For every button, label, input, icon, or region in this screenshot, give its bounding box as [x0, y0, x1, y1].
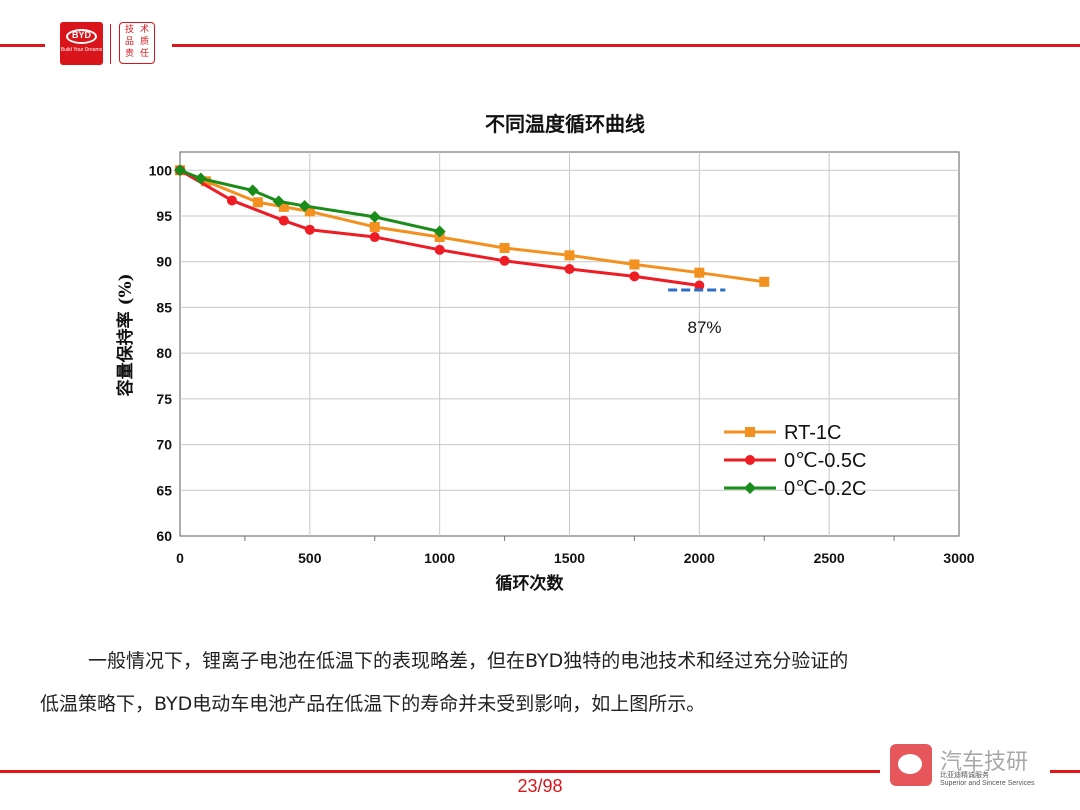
data-point-0: [278, 201, 289, 212]
y-tick-label: 70: [156, 437, 172, 453]
data-point-0: [564, 250, 575, 261]
legend-marker: [745, 427, 755, 437]
x-tick-label: 0: [176, 550, 184, 566]
data-point-1: [629, 271, 640, 282]
byd-logo: BYD Build Your Dreams: [60, 22, 103, 65]
seal-char: 品: [124, 37, 134, 47]
header-rule-left: [0, 44, 45, 47]
x-tick-label: 1500: [554, 550, 585, 566]
series-line-1: [179, 168, 700, 287]
data-point-0: [369, 221, 380, 232]
y-tick-label: 60: [156, 528, 172, 544]
x-tick-label: 3000: [943, 550, 974, 566]
data-point-0: [200, 176, 211, 187]
data-point-1: [564, 264, 575, 275]
body-paragraph-line-1: 一般情况下，锂离子电池在低温下的表现略差，但在BYD独特的电池技术和经过充分验证…: [88, 650, 849, 672]
data-point-2: [298, 199, 311, 212]
logo-text: BYD: [71, 30, 91, 40]
seal-char: 技: [124, 25, 134, 35]
data-point-1: [694, 280, 705, 291]
legend-marker: [744, 482, 756, 494]
data-point-0: [694, 267, 705, 278]
data-point-1: [278, 215, 289, 226]
data-point-2: [194, 172, 207, 185]
data-point-0: [759, 276, 770, 287]
data-point-1: [369, 232, 380, 243]
y-tick-label: 65: [156, 482, 172, 498]
x-tick-label: 1000: [424, 550, 455, 566]
y-tick-label: 80: [156, 345, 172, 361]
y-axis-label: 容量保持率 (%): [115, 273, 136, 396]
legend-label: 0℃-0.5C: [784, 450, 867, 472]
x-tick-label: 500: [298, 550, 322, 566]
logo-oval-icon: [66, 29, 97, 44]
data-point-1: [499, 255, 510, 266]
page-number: 23/98: [517, 776, 563, 796]
footer-rule-right: [1050, 770, 1080, 773]
data-point-1: [304, 224, 315, 235]
series-line-0: [179, 168, 765, 284]
x-axis-label: 循环次数: [496, 573, 565, 594]
data-point-2: [272, 195, 285, 208]
data-point-0: [499, 243, 510, 253]
data-point-0: [304, 206, 315, 217]
y-tick-label: 85: [156, 299, 172, 315]
y-tick-label: 100: [149, 162, 173, 178]
cycle-curve-chart: 0 500 1000 1500 2000 2500 3000 60 65 70 75 80 85 90 95…: [115, 151, 975, 594]
annotation-label: 87%: [688, 318, 722, 337]
seal-char: 术: [139, 25, 149, 35]
watermark-subtitle: 比亚迪精诚服务 Superior and Sincere Services: [940, 772, 1035, 788]
x-tick-label: 2000: [684, 550, 715, 566]
body-paragraph-line-2: 低温策略下，BYD电动车电池产品在低温下的寿命并未受到影响，如上图所示。: [40, 693, 706, 715]
watermark-subtitle-en: Superior and Sincere Services: [940, 780, 1035, 787]
legend-label: 0℃-0.2C: [784, 478, 867, 500]
footer-rule-left: [0, 770, 880, 773]
quality-seal: 技 术 品 质 责 任: [119, 22, 155, 64]
y-tick-label: 95: [156, 208, 172, 224]
logo-divider: [110, 24, 111, 64]
seal-char: 质: [139, 37, 149, 47]
watermark-subtitle-cn: 比亚迪精诚服务: [940, 772, 989, 779]
x-tick-label: 2500: [814, 550, 845, 566]
data-point-2: [246, 184, 259, 197]
data-point-0: [252, 197, 263, 208]
legend-marker: [745, 455, 755, 465]
watermark-text: 汽车技研: [940, 750, 1029, 775]
legend-label: RT-1C: [784, 422, 841, 444]
data-point-2: [368, 210, 381, 223]
seal-char: 责: [124, 49, 134, 59]
seal-char: 任: [139, 49, 149, 59]
data-point-2: [174, 164, 186, 177]
data-point-0: [629, 259, 640, 270]
chart-title: 不同温度循环曲线: [485, 112, 645, 136]
header-rule-right: [172, 44, 1080, 47]
data-point-2: [433, 225, 446, 238]
y-tick-label: 90: [156, 254, 172, 270]
data-point-1: [434, 244, 445, 255]
data-point-1: [226, 195, 237, 206]
logo-slogan: Build Your Dreams: [60, 47, 103, 53]
watermark-logo-icon: [890, 744, 932, 786]
y-tick-label: 75: [156, 391, 172, 407]
